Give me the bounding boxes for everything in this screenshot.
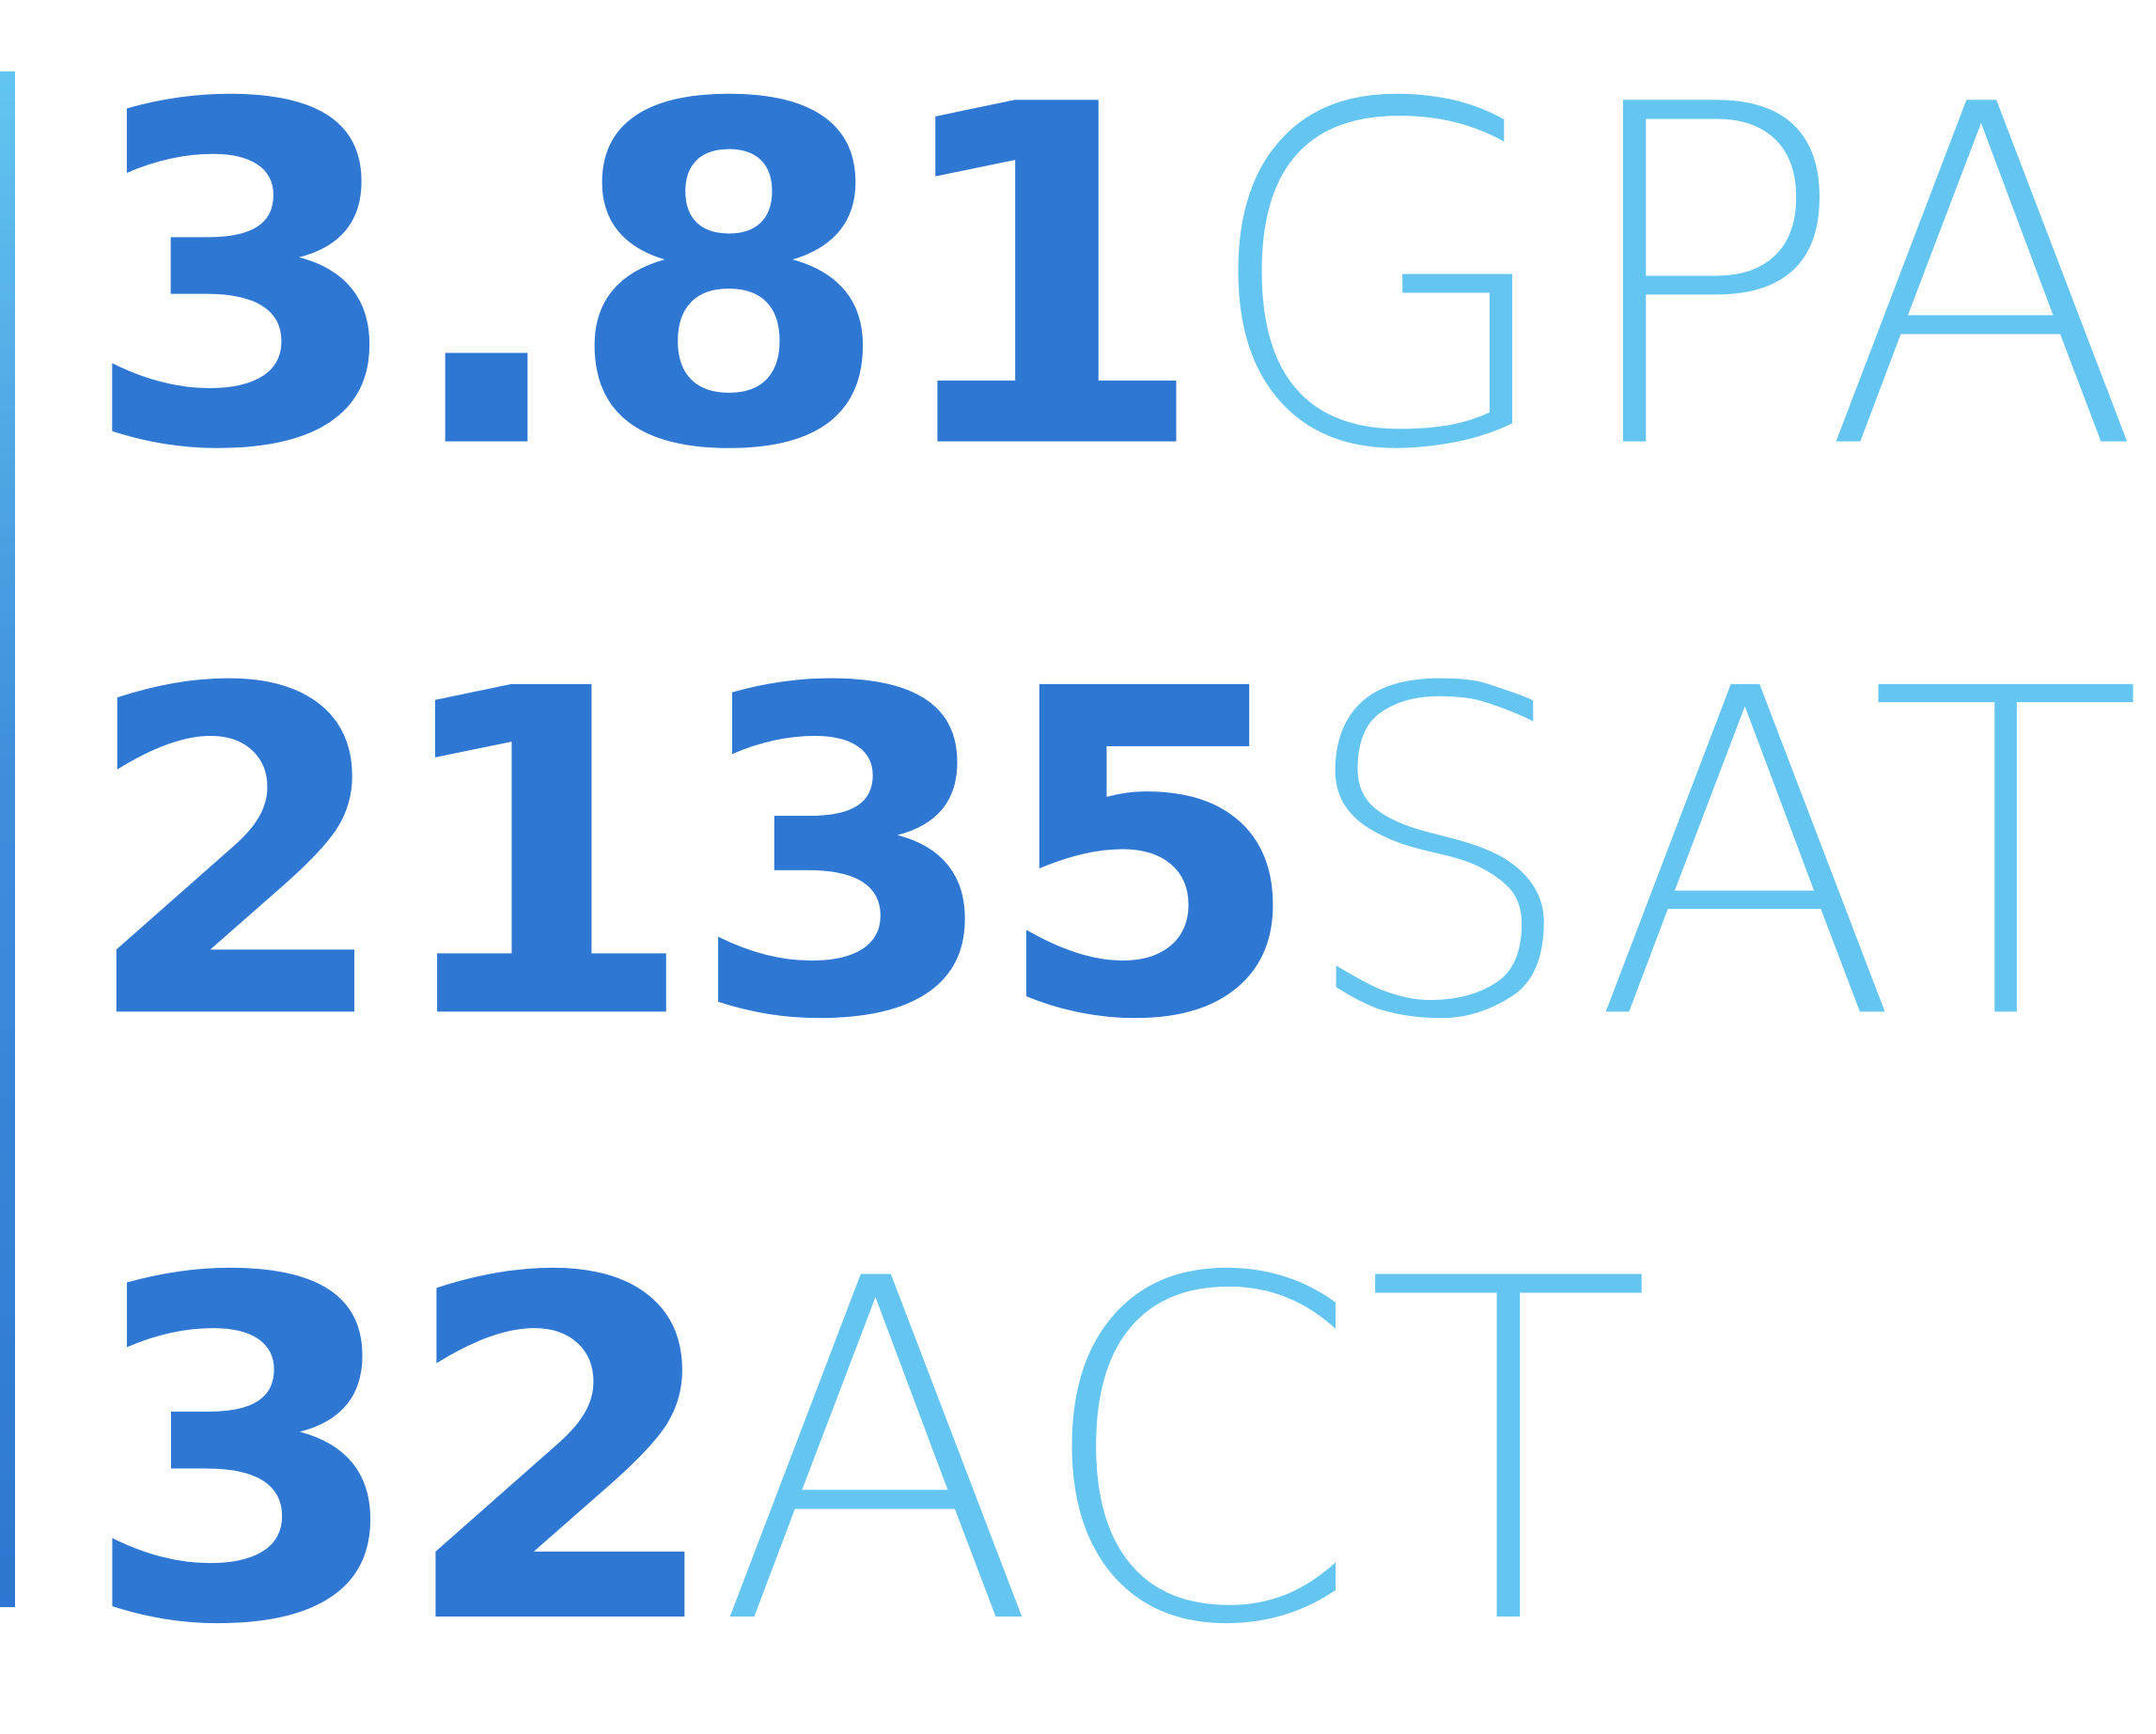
sat-value: 2135 (81, 594, 1305, 1118)
gpa-label: GPA (1198, 7, 2147, 553)
stat-row-sat: 2135 SAT (81, 632, 2147, 1081)
stat-row-gpa: 3.81 GPA (81, 45, 2147, 513)
gpa-value: 3.81 (81, 7, 1209, 553)
stat-row-act: 32 ACT (81, 1219, 1656, 1689)
act-label: ACT (715, 1180, 1656, 1727)
sat-label: SAT (1295, 594, 2147, 1118)
act-value: 32 (81, 1180, 726, 1727)
vertical-divider (0, 71, 15, 1607)
